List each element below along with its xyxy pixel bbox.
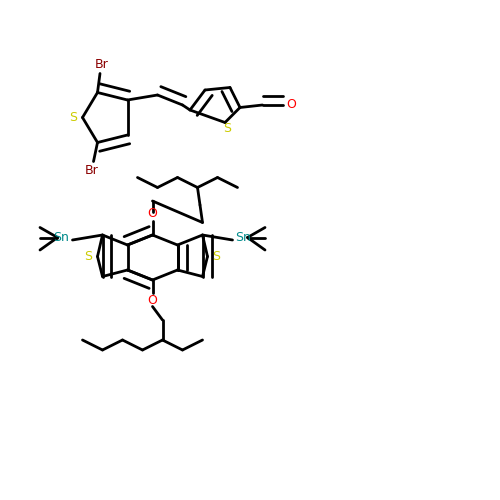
Text: O: O [286, 98, 296, 112]
Text: Br: Br [84, 164, 98, 176]
Text: Br: Br [94, 58, 108, 71]
Text: O: O [148, 294, 158, 306]
Text: S: S [224, 122, 232, 135]
Text: S: S [70, 111, 78, 124]
Text: O: O [148, 207, 158, 220]
Text: Sn: Sn [54, 231, 70, 244]
Text: S: S [84, 250, 92, 263]
Text: Sn: Sn [236, 231, 252, 244]
Text: S: S [212, 250, 220, 263]
